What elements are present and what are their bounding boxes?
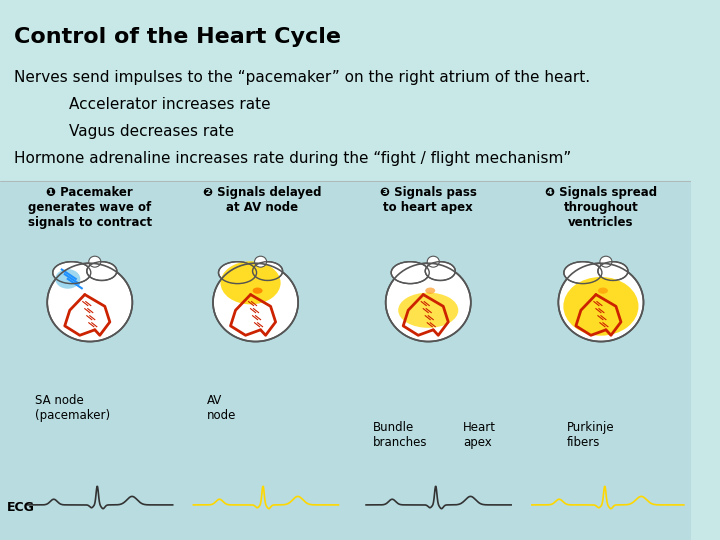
Ellipse shape xyxy=(253,287,263,294)
Ellipse shape xyxy=(218,262,256,284)
Text: ❶ Pacemaker
generates wave of
signals to contract: ❶ Pacemaker generates wave of signals to… xyxy=(28,186,152,230)
Text: Vagus decreases rate: Vagus decreases rate xyxy=(69,124,234,139)
Ellipse shape xyxy=(598,262,628,280)
Text: ECG: ECG xyxy=(7,501,35,514)
Ellipse shape xyxy=(220,261,281,305)
Ellipse shape xyxy=(253,262,283,280)
Text: Hormone adrenaline increases rate during the “fight / flight mechanism”: Hormone adrenaline increases rate during… xyxy=(14,151,571,166)
Ellipse shape xyxy=(558,263,644,342)
Ellipse shape xyxy=(55,269,80,289)
Text: Nerves send impulses to the “pacemaker” on the right atrium of the heart.: Nerves send impulses to the “pacemaker” … xyxy=(14,70,590,85)
Ellipse shape xyxy=(213,263,298,342)
Ellipse shape xyxy=(563,277,639,336)
Ellipse shape xyxy=(255,256,266,267)
Text: Accelerator increases rate: Accelerator increases rate xyxy=(69,97,271,112)
Text: SA node
(pacemaker): SA node (pacemaker) xyxy=(35,394,109,422)
Ellipse shape xyxy=(87,262,117,280)
Ellipse shape xyxy=(386,263,471,342)
Ellipse shape xyxy=(48,263,132,342)
Ellipse shape xyxy=(426,287,436,294)
Text: ❹ Signals spread
throughout
ventricles: ❹ Signals spread throughout ventricles xyxy=(545,186,657,230)
Ellipse shape xyxy=(598,287,608,294)
FancyBboxPatch shape xyxy=(0,181,690,540)
Text: ❸ Signals pass
to heart apex: ❸ Signals pass to heart apex xyxy=(380,186,477,214)
Text: ❷ Signals delayed
at AV node: ❷ Signals delayed at AV node xyxy=(203,186,322,214)
Ellipse shape xyxy=(426,262,455,280)
Text: Bundle
branches: Bundle branches xyxy=(373,421,428,449)
Ellipse shape xyxy=(600,256,612,267)
Ellipse shape xyxy=(53,262,91,284)
Ellipse shape xyxy=(398,293,459,328)
Text: Heart
apex: Heart apex xyxy=(463,421,496,449)
Text: Control of the Heart Cycle: Control of the Heart Cycle xyxy=(14,27,341,47)
Text: Purkinje
fibers: Purkinje fibers xyxy=(567,421,614,449)
Ellipse shape xyxy=(427,256,439,267)
Ellipse shape xyxy=(391,262,429,284)
Ellipse shape xyxy=(89,256,101,267)
Ellipse shape xyxy=(564,262,602,284)
Text: AV
node: AV node xyxy=(207,394,237,422)
